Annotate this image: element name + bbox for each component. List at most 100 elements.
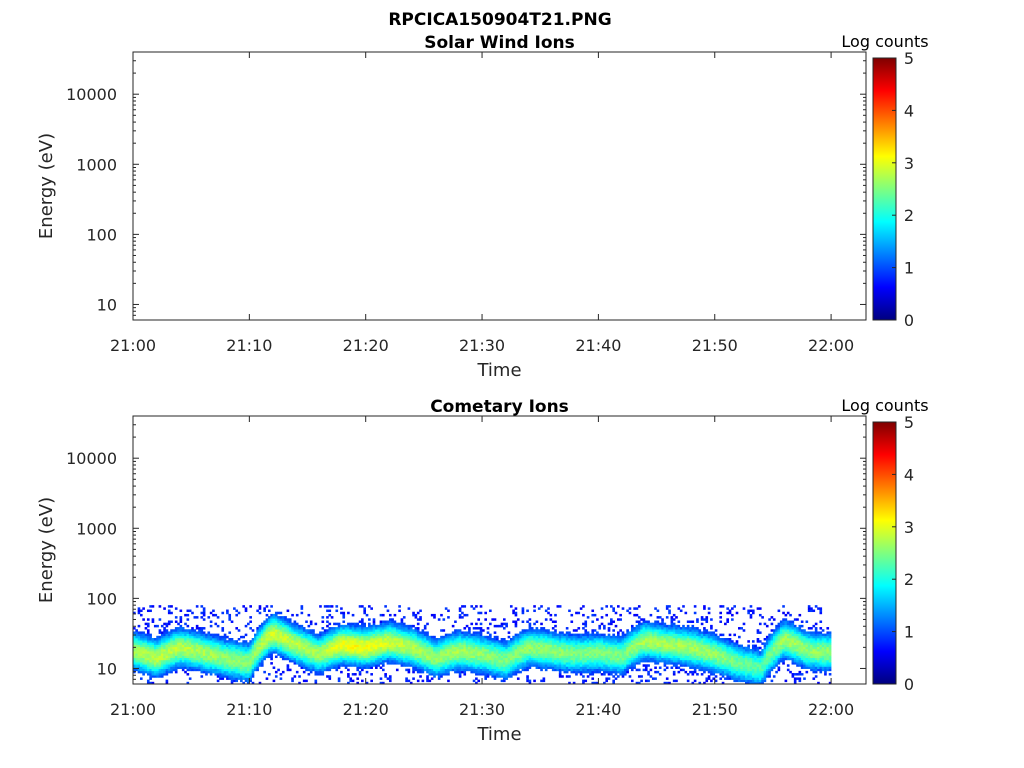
spectrogram-cell bbox=[219, 673, 222, 676]
spectrogram-cell bbox=[456, 646, 460, 650]
spectrogram-cell bbox=[435, 655, 439, 659]
spectrogram-cell bbox=[368, 646, 371, 650]
spectrogram-cell bbox=[214, 638, 218, 641]
spectrogram-cell bbox=[505, 624, 508, 628]
spectrogram-cell bbox=[570, 638, 574, 641]
spectrogram-cell bbox=[544, 648, 548, 652]
spectrogram-cell bbox=[547, 662, 550, 665]
spectrogram-cell bbox=[216, 648, 220, 652]
spectrogram-cell bbox=[281, 648, 285, 652]
spectrogram-cell bbox=[384, 620, 387, 623]
spectrogram-cell bbox=[575, 648, 578, 652]
spectrogram-cell bbox=[572, 657, 576, 661]
spectrogram-cell bbox=[193, 655, 197, 659]
spectrogram-cell bbox=[502, 666, 506, 669]
spectrogram-cell bbox=[491, 618, 494, 621]
spectrogram-cell bbox=[305, 655, 308, 659]
spectrogram-cell bbox=[216, 670, 220, 674]
spectrogram-cell bbox=[519, 640, 522, 643]
spectrogram-cell bbox=[603, 681, 606, 685]
spectrogram-cell bbox=[486, 659, 490, 663]
spectrogram-cell bbox=[335, 668, 339, 672]
spectrogram-cell bbox=[426, 655, 429, 659]
spectrogram-cell bbox=[386, 657, 390, 661]
spectrogram-cell bbox=[137, 646, 141, 650]
spectrogram-cell bbox=[174, 655, 178, 659]
spectrogram-cell bbox=[170, 657, 173, 661]
spectrogram-cell bbox=[654, 644, 657, 648]
spectrogram-cell bbox=[489, 655, 492, 659]
spectrogram-cell bbox=[526, 631, 529, 634]
spectrogram-cell bbox=[486, 631, 490, 634]
spectrogram-cell bbox=[381, 681, 385, 685]
spectrogram-cell bbox=[637, 646, 641, 650]
spectrogram-cell bbox=[165, 648, 169, 652]
spectrogram-cell bbox=[274, 640, 278, 643]
spectrogram-cell bbox=[258, 664, 262, 667]
spectrogram-cell bbox=[165, 659, 169, 663]
spectrogram-cell bbox=[146, 631, 150, 634]
spectrogram-cell bbox=[491, 651, 494, 654]
spectrogram-cell bbox=[586, 644, 590, 648]
spectrogram-cell bbox=[472, 648, 476, 652]
spectrogram-cell bbox=[356, 640, 360, 643]
spectrogram-cell bbox=[435, 646, 439, 650]
spectrogram-cell bbox=[600, 622, 604, 626]
spectrogram-cell bbox=[163, 627, 166, 630]
spectrogram-cell bbox=[563, 664, 567, 667]
spectrogram-cell bbox=[237, 664, 241, 667]
spectrogram-cell bbox=[621, 642, 625, 645]
spectrogram-cell bbox=[312, 646, 315, 650]
spectrogram-cell bbox=[340, 653, 343, 656]
spectrogram-cell bbox=[386, 622, 390, 626]
spectrogram-cell bbox=[584, 666, 588, 669]
spectrogram-cell bbox=[579, 653, 583, 656]
spectrogram-cell bbox=[356, 668, 360, 672]
spectrogram-cell bbox=[572, 659, 576, 663]
spectrogram-cell bbox=[372, 629, 376, 632]
spectrogram-cell bbox=[644, 653, 648, 656]
spectrogram-cell bbox=[316, 640, 320, 643]
spectrogram-cell bbox=[400, 651, 404, 654]
spectrogram-cell bbox=[551, 666, 555, 669]
spectrogram-cell bbox=[486, 638, 490, 641]
spectrogram-cell bbox=[612, 668, 615, 672]
spectrogram-cell bbox=[458, 673, 462, 676]
spectrogram-cell bbox=[381, 642, 385, 645]
spectrogram-cell bbox=[635, 648, 639, 652]
spectrogram-cell bbox=[254, 648, 257, 652]
spectrogram-cell bbox=[419, 648, 422, 652]
spectrogram-cell bbox=[202, 627, 206, 630]
spectrogram-cell bbox=[447, 662, 450, 665]
spectrogram-cell bbox=[570, 651, 574, 654]
spectrogram-cell bbox=[337, 635, 341, 639]
spectrogram-cell bbox=[244, 646, 248, 650]
spectrogram-cell bbox=[465, 642, 469, 645]
spectrogram-cell bbox=[447, 640, 450, 643]
spectrogram-cell bbox=[465, 651, 469, 654]
spectrogram-cell bbox=[184, 659, 187, 663]
spectrogram-cell bbox=[340, 646, 343, 650]
spectrogram-cell bbox=[409, 627, 413, 630]
spectrogram-cell bbox=[521, 635, 525, 639]
spectrogram-cell bbox=[423, 638, 427, 641]
spectrogram-cell bbox=[191, 659, 194, 663]
spectrogram-cell bbox=[384, 653, 387, 656]
spectrogram-cell bbox=[437, 618, 441, 621]
spectrogram-cell bbox=[544, 657, 548, 661]
spectrogram-cell bbox=[447, 670, 450, 674]
spectrogram-cell bbox=[568, 666, 571, 669]
spectrogram-cell bbox=[281, 644, 285, 648]
spectrogram-cell bbox=[307, 629, 311, 632]
spectrogram-cell bbox=[586, 659, 590, 663]
spectrogram-cell bbox=[167, 670, 171, 674]
spectrogram-cell bbox=[407, 655, 411, 659]
spectrogram-cell bbox=[612, 620, 615, 623]
spectrogram-cell bbox=[312, 644, 315, 648]
spectrogram-cell bbox=[398, 624, 401, 628]
spectrogram-cell bbox=[630, 662, 634, 665]
spectrogram-cell bbox=[149, 609, 152, 613]
spectrogram-cell bbox=[656, 609, 660, 613]
spectrogram-cell bbox=[247, 646, 250, 650]
spectrogram-cell bbox=[244, 666, 248, 669]
